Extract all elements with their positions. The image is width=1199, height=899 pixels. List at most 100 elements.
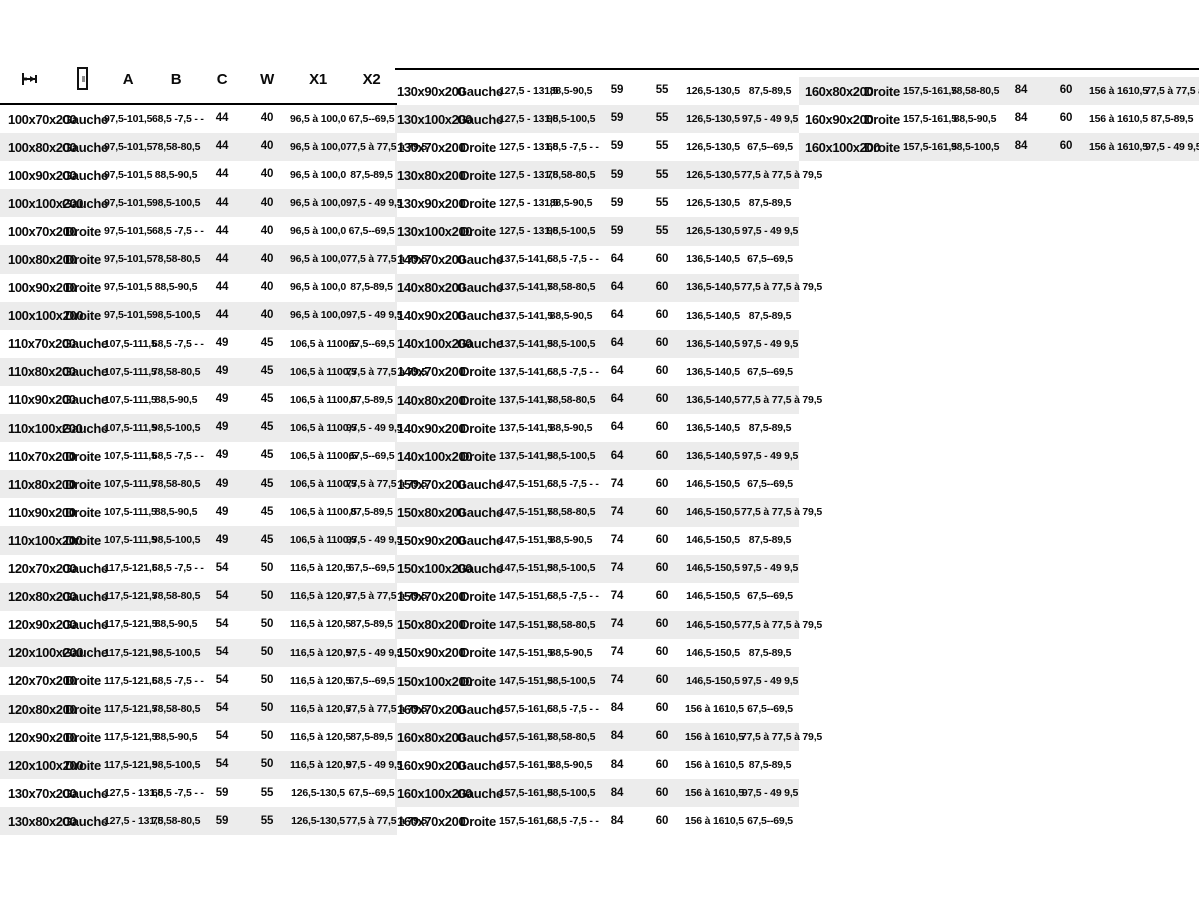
cell-x2: 67,5--69,5 <box>348 562 395 575</box>
cell-side: Droite <box>864 139 900 155</box>
cell-x1: 156 à 1610,5 <box>685 730 744 743</box>
cell-x2: 97,5 - 49 9,5 <box>741 112 799 125</box>
cell-x1: 136,5-140,5 <box>686 337 740 350</box>
cell-x2: 87,5-89,5 <box>1150 112 1194 125</box>
cell-size: 120x100x200 <box>8 645 84 661</box>
cell-side: Droite <box>460 448 496 464</box>
cell-side: Droite <box>460 224 496 240</box>
column-header-c: C <box>216 70 228 88</box>
cell-b: 78,58-80,5 <box>547 281 596 294</box>
cell-a: 157,5-161,5 <box>499 787 553 800</box>
cell-a: 117,5-121,5 <box>104 702 158 715</box>
table-row: 130x80x200 Gauche 127,5 - 131,5 78,58-80,5 5… <box>0 807 427 836</box>
cell-side: Gauche <box>457 504 503 520</box>
cell-w: 60 <box>655 505 669 518</box>
cell-size: 130x70x200 <box>397 139 466 155</box>
cell-side: Gauche <box>457 729 503 745</box>
cell-size: 160x100x200 <box>397 785 473 801</box>
cell-c: 59 <box>610 84 624 97</box>
cell-x2: 97,5 - 49 9,5 <box>346 197 403 210</box>
cell-b: 88,5-90,5 <box>549 197 593 210</box>
table-row: 130x100x200 Gauche 127,5 - 131,5 98,5-100,5… <box>395 105 799 134</box>
cell-w: 60 <box>655 674 669 687</box>
cell-a: 137,5-141,5 <box>499 309 553 322</box>
cell-a: 127,5 - 131,5 <box>499 112 559 125</box>
cell-b: 98,5-100,5 <box>547 112 596 125</box>
cell-size: 120x100x200 <box>8 757 84 773</box>
cell-side: Gauche <box>62 420 108 436</box>
cell-side: Droite <box>460 167 496 183</box>
table-row: 130x100x200 Droite 127,5 - 131,5 98,5-100,5… <box>395 217 799 246</box>
cell-side: Gauche <box>62 561 108 577</box>
cell-a: 157,5-161,5 <box>903 112 957 125</box>
cell-b: 68,5 -7,5 - - <box>547 140 599 153</box>
cell-side: Droite <box>65 757 101 773</box>
cell-a: 137,5-141,5 <box>499 281 553 294</box>
cell-a: 147,5-151,5 <box>499 478 553 491</box>
table-row: 160x80x200 Droite 157,5-161,5 78,58-80,5 84 6… <box>799 77 1199 106</box>
cell-a: 107,5-111,5 <box>104 393 157 406</box>
cell-c: 49 <box>215 421 229 434</box>
cell-a: 147,5-151,5 <box>499 674 553 687</box>
cell-size: 110x70x200 <box>8 448 76 464</box>
cell-x1: 136,5-140,5 <box>686 421 740 434</box>
cell-w: 60 <box>655 730 669 743</box>
table-header-row: A B C W X1 X2 <box>0 55 397 105</box>
cell-x2: 87,5-89,5 <box>748 534 792 547</box>
cell-x1: 156 à 1610,5 <box>685 815 744 828</box>
cell-a: 127,5 - 131,5 <box>499 140 559 153</box>
cell-w: 60 <box>655 280 669 293</box>
cell-c: 84 <box>1014 112 1028 125</box>
cell-size: 140x100x200 <box>397 336 473 352</box>
cell-size: 110x80x200 <box>8 364 76 380</box>
cell-w: 55 <box>655 196 669 209</box>
cell-x1: 156 à 1610,5 <box>1089 84 1148 97</box>
cell-x1: 146,5-150,5 <box>686 674 740 687</box>
cell-size: 130x100x200 <box>397 111 473 127</box>
cell-b: 88,5-90,5 <box>154 168 198 181</box>
table-row: 100x90x200 Droite 97,5-101,5 88,5-90,5 44 40 9… <box>0 274 397 302</box>
dimension-table-middle: 130x90x200 Gauche 127,5 - 131,5 88,5-90,5 59… <box>395 68 822 836</box>
table-row: 120x80x200 Droite 117,5-121,5 78,58-80,5 54 5… <box>0 694 427 724</box>
cell-a: 157,5-161,5 <box>903 84 957 97</box>
cell-c: 84 <box>610 786 624 799</box>
cell-c: 84 <box>1014 140 1028 153</box>
cell-c: 74 <box>610 646 624 659</box>
cell-x1: 156 à 1610,5 <box>1089 112 1148 125</box>
cell-x2: 67,5--69,5 <box>348 112 395 125</box>
cell-size: 110x70x200 <box>8 336 76 352</box>
cell-side: Droite <box>65 504 101 520</box>
cell-size: 120x90x200 <box>8 617 77 633</box>
cell-size: 130x90x200 <box>397 195 466 211</box>
cell-c: 64 <box>610 449 624 462</box>
cell-x2: 77,5 à 77,5 à 79,5 <box>741 730 823 743</box>
cell-x1: 126,5-130,5 <box>686 140 740 153</box>
cell-side: Droite <box>460 364 496 380</box>
cell-size: 160x90x200 <box>397 757 466 773</box>
cell-b: 78,58-80,5 <box>547 393 596 406</box>
cell-w: 50 <box>260 758 274 771</box>
cell-x1: 106,5 à 1100,5 <box>290 365 357 378</box>
cell-size: 140x90x200 <box>397 420 466 436</box>
cell-x2: 77,5 à 77,5 à 79,5 <box>741 393 823 406</box>
cell-b: 88,5-90,5 <box>549 421 593 434</box>
cell-x2: 87,5-89,5 <box>350 281 393 294</box>
cell-b: 78,58-80,5 <box>152 702 201 715</box>
cell-a: 107,5-111,5 <box>104 449 157 462</box>
cell-x2: 67,5--69,5 <box>747 365 793 378</box>
cell-size: 130x70x200 <box>8 785 77 801</box>
cell-size: 160x90x200 <box>805 111 874 127</box>
cell-x2: 67,5--69,5 <box>747 253 793 266</box>
cell-side: Droite <box>460 589 496 605</box>
cell-side: Gauche <box>457 561 503 577</box>
cell-x2: 77,5 à 77,5 à 79,5 <box>346 478 428 491</box>
cell-b: 88,5-90,5 <box>154 618 198 631</box>
cell-x1: 146,5-150,5 <box>686 590 740 603</box>
cell-size: 160x80x200 <box>397 729 466 745</box>
cell-c: 74 <box>610 618 624 631</box>
cell-side: Gauche <box>457 476 503 492</box>
cell-b: 98,5-100,5 <box>547 674 596 687</box>
cell-x2: 87,5-89,5 <box>350 730 393 743</box>
cell-b: 88,5-90,5 <box>154 506 198 519</box>
cell-w: 60 <box>655 337 669 350</box>
